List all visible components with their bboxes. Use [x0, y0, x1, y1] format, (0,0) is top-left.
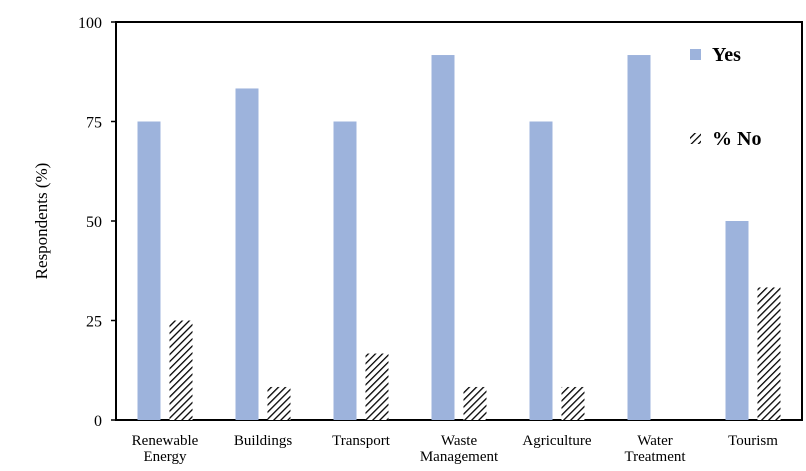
bar-yes	[137, 121, 161, 420]
x-category-label: Waste	[441, 433, 478, 449]
x-category-label: Transport	[332, 433, 391, 449]
x-category-label: Agriculture	[522, 433, 591, 449]
legend-swatch	[690, 49, 701, 60]
y-tick-label: 25	[86, 314, 102, 331]
bar-no	[365, 353, 389, 420]
legend-swatch	[690, 133, 701, 144]
bar-no	[561, 386, 585, 420]
y-axis-ticks: 0 25 50 75 100	[78, 15, 116, 430]
x-category-label: Energy	[143, 449, 187, 465]
x-category-label: Renewable	[132, 433, 199, 449]
bar-yes	[333, 121, 357, 420]
bar-yes	[431, 55, 455, 421]
plot-area	[115, 21, 803, 421]
bar-yes	[235, 88, 259, 420]
x-category-label: Water	[637, 433, 672, 449]
y-axis-label: Respondents (%)	[32, 163, 51, 280]
x-category-label: Buildings	[234, 433, 293, 449]
x-category-label: Management	[420, 449, 499, 465]
y-tick-label: 100	[78, 15, 102, 32]
bar-yes	[529, 121, 553, 420]
legend-label: % No	[712, 128, 761, 150]
y-tick-label: 50	[86, 214, 102, 231]
bar-no	[757, 287, 781, 420]
legend: Yes % No	[690, 44, 761, 150]
legend-label: Yes	[712, 44, 741, 66]
bars	[137, 55, 781, 421]
bar-no	[267, 386, 291, 420]
bar-yes	[725, 221, 749, 420]
y-tick-label: 0	[94, 413, 102, 430]
bar-no	[169, 320, 193, 420]
y-tick-label: 75	[86, 115, 102, 132]
bar-no	[463, 386, 487, 420]
x-category-label: Tourism	[728, 433, 778, 449]
x-category-label: Treatment	[624, 449, 686, 465]
bar-yes	[627, 55, 651, 421]
plot-frame	[115, 21, 803, 421]
